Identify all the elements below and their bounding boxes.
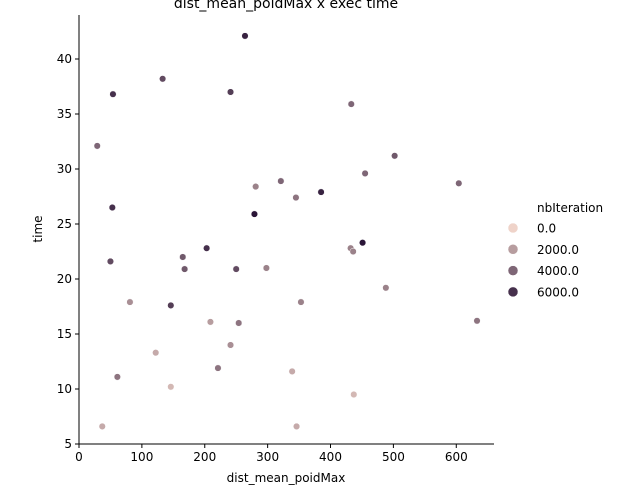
data-point bbox=[262, 264, 270, 272]
data-point bbox=[203, 244, 211, 252]
y-tick-label: 35 bbox=[57, 107, 72, 121]
y-tick-label: 40 bbox=[57, 52, 72, 66]
data-point bbox=[235, 319, 243, 327]
legend-marker bbox=[507, 286, 519, 298]
x-tick-label: 200 bbox=[193, 450, 216, 464]
data-point bbox=[226, 88, 235, 96]
data-point bbox=[293, 422, 301, 430]
data-point bbox=[206, 318, 214, 326]
data-point bbox=[167, 383, 175, 391]
data-point bbox=[93, 142, 101, 150]
data-point bbox=[113, 373, 121, 381]
x-tick-label: 0 bbox=[75, 450, 83, 464]
data-point bbox=[317, 188, 325, 196]
plot-area: 0 100 200 300 400 500 600 5 10 15 20 25 30 35 40 bbox=[57, 15, 494, 464]
legend-marker bbox=[507, 244, 519, 255]
x-tick-label: 400 bbox=[319, 450, 342, 464]
data-point bbox=[232, 265, 240, 273]
legend: nbIteration 0.0 2000.0 4000.0 6000.0 bbox=[507, 201, 603, 299]
legend-marker bbox=[507, 265, 519, 276]
data-point bbox=[241, 32, 249, 40]
data-point bbox=[349, 247, 357, 256]
data-point bbox=[179, 253, 187, 261]
legend-label: 2000.0 bbox=[537, 243, 579, 257]
legend-label: 4000.0 bbox=[537, 264, 579, 278]
x-tick-label: 100 bbox=[130, 450, 153, 464]
data-point bbox=[152, 349, 160, 357]
x-tick-label: 600 bbox=[445, 450, 468, 464]
chart-title: dist_mean_poidMax x exec time bbox=[174, 0, 398, 12]
data-point bbox=[108, 203, 116, 212]
y-axis-label: time bbox=[31, 215, 45, 242]
data-point bbox=[109, 90, 117, 98]
data-point bbox=[292, 194, 300, 202]
data-point bbox=[382, 284, 390, 292]
legend-marker bbox=[507, 222, 519, 234]
data-point bbox=[98, 422, 106, 430]
y-tick-label: 15 bbox=[57, 327, 72, 341]
data-point bbox=[473, 317, 481, 325]
y-tick-label: 10 bbox=[57, 382, 72, 396]
data-point bbox=[297, 298, 305, 306]
data-point bbox=[391, 152, 399, 160]
data-point bbox=[159, 75, 167, 83]
data-point bbox=[277, 177, 285, 185]
data-point bbox=[347, 100, 355, 108]
y-tick-label: 30 bbox=[57, 162, 72, 176]
data-point bbox=[288, 367, 296, 375]
data-point bbox=[181, 265, 189, 273]
legend-label: 6000.0 bbox=[537, 285, 579, 299]
data-point bbox=[359, 239, 367, 247]
data-point bbox=[167, 301, 175, 309]
data-point bbox=[106, 257, 114, 265]
data-point bbox=[214, 364, 222, 372]
data-point bbox=[226, 341, 235, 349]
data-point bbox=[455, 179, 463, 187]
x-axis-label: dist_mean_poidMax bbox=[227, 471, 346, 485]
y-tick-label: 25 bbox=[57, 217, 72, 231]
data-point bbox=[252, 183, 260, 191]
legend-title: nbIteration bbox=[537, 201, 603, 215]
data-point bbox=[250, 210, 258, 218]
data-point bbox=[361, 169, 369, 177]
x-tick-label: 300 bbox=[256, 450, 279, 464]
data-point bbox=[350, 390, 358, 399]
y-tick-label: 5 bbox=[64, 437, 72, 451]
data-point bbox=[126, 298, 134, 306]
x-tick-label: 500 bbox=[382, 450, 405, 464]
legend-label: 0.0 bbox=[537, 222, 556, 236]
y-tick-label: 20 bbox=[57, 272, 72, 286]
